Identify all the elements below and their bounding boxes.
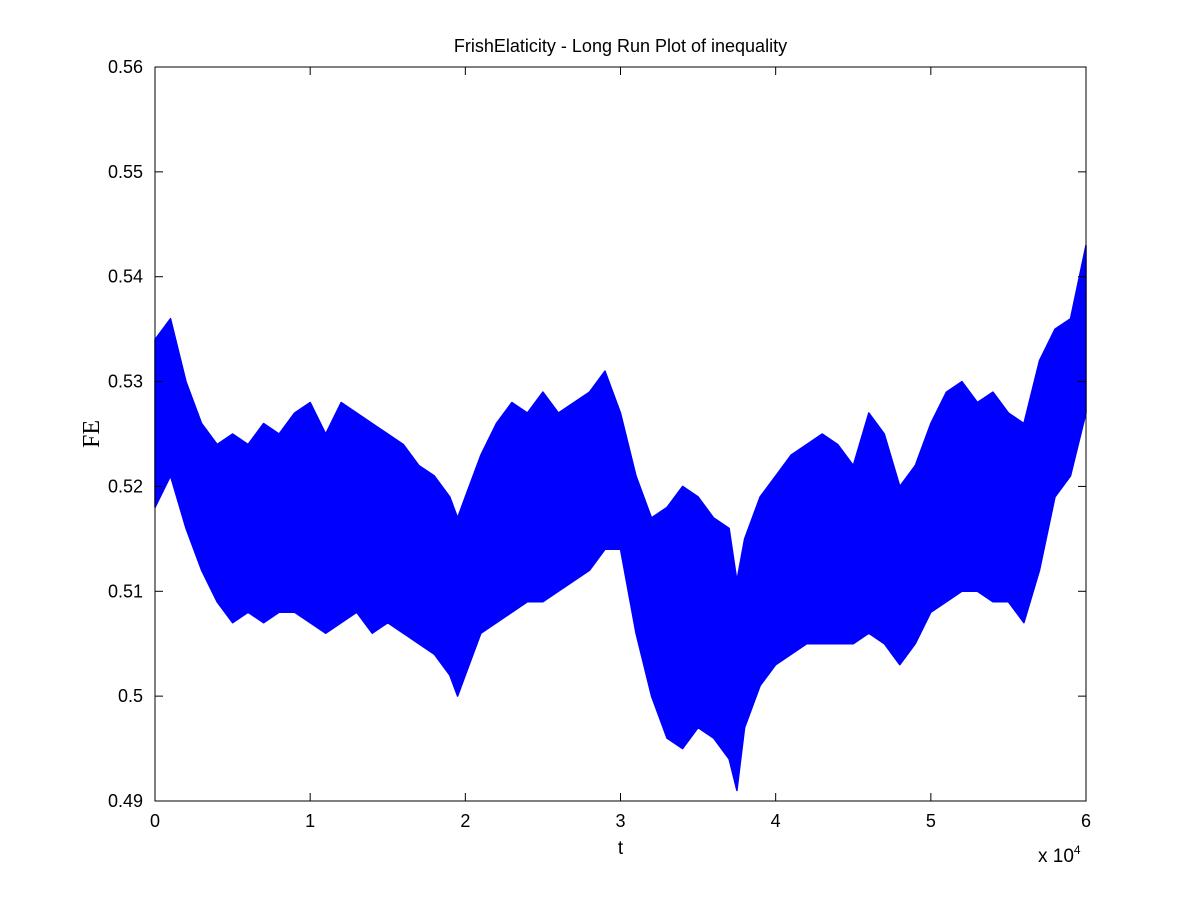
y-tick-label-6: 0.55 bbox=[108, 162, 143, 182]
x-multiplier-base: x 10 bbox=[1038, 846, 1074, 867]
x-tick-label-4: 4 bbox=[771, 811, 781, 831]
y-tick-label-7: 0.56 bbox=[108, 57, 143, 77]
y-axis-label: FE bbox=[79, 420, 105, 448]
x-axis-multiplier: x 104 bbox=[1038, 843, 1081, 867]
y-tick-label-2: 0.51 bbox=[108, 581, 143, 601]
x-axis: 0 1 2 3 4 5 6 bbox=[150, 67, 1091, 831]
x-multiplier-exponent: 4 bbox=[1074, 843, 1081, 857]
y-tick-label-0: 0.49 bbox=[108, 791, 143, 811]
x-tick-label-5: 5 bbox=[926, 811, 936, 831]
y-tick-label-4: 0.53 bbox=[108, 372, 143, 392]
y-tick-label-3: 0.52 bbox=[108, 476, 143, 496]
x-tick-label-2: 2 bbox=[460, 811, 470, 831]
x-axis-label: t bbox=[618, 838, 624, 859]
x-tick-label-3: 3 bbox=[615, 811, 625, 831]
y-tick-label-1: 0.5 bbox=[118, 686, 143, 706]
x-tick-label-6: 6 bbox=[1081, 811, 1091, 831]
chart-title: FrishElaticity - Long Run Plot of inequa… bbox=[454, 36, 787, 56]
y-tick-label-5: 0.54 bbox=[108, 267, 143, 287]
x-tick-label-0: 0 bbox=[150, 811, 160, 831]
x-tick-label-1: 1 bbox=[305, 811, 315, 831]
y-axis: 0.49 0.5 0.51 0.52 0.53 0.54 0.55 0.56 bbox=[108, 57, 1086, 811]
